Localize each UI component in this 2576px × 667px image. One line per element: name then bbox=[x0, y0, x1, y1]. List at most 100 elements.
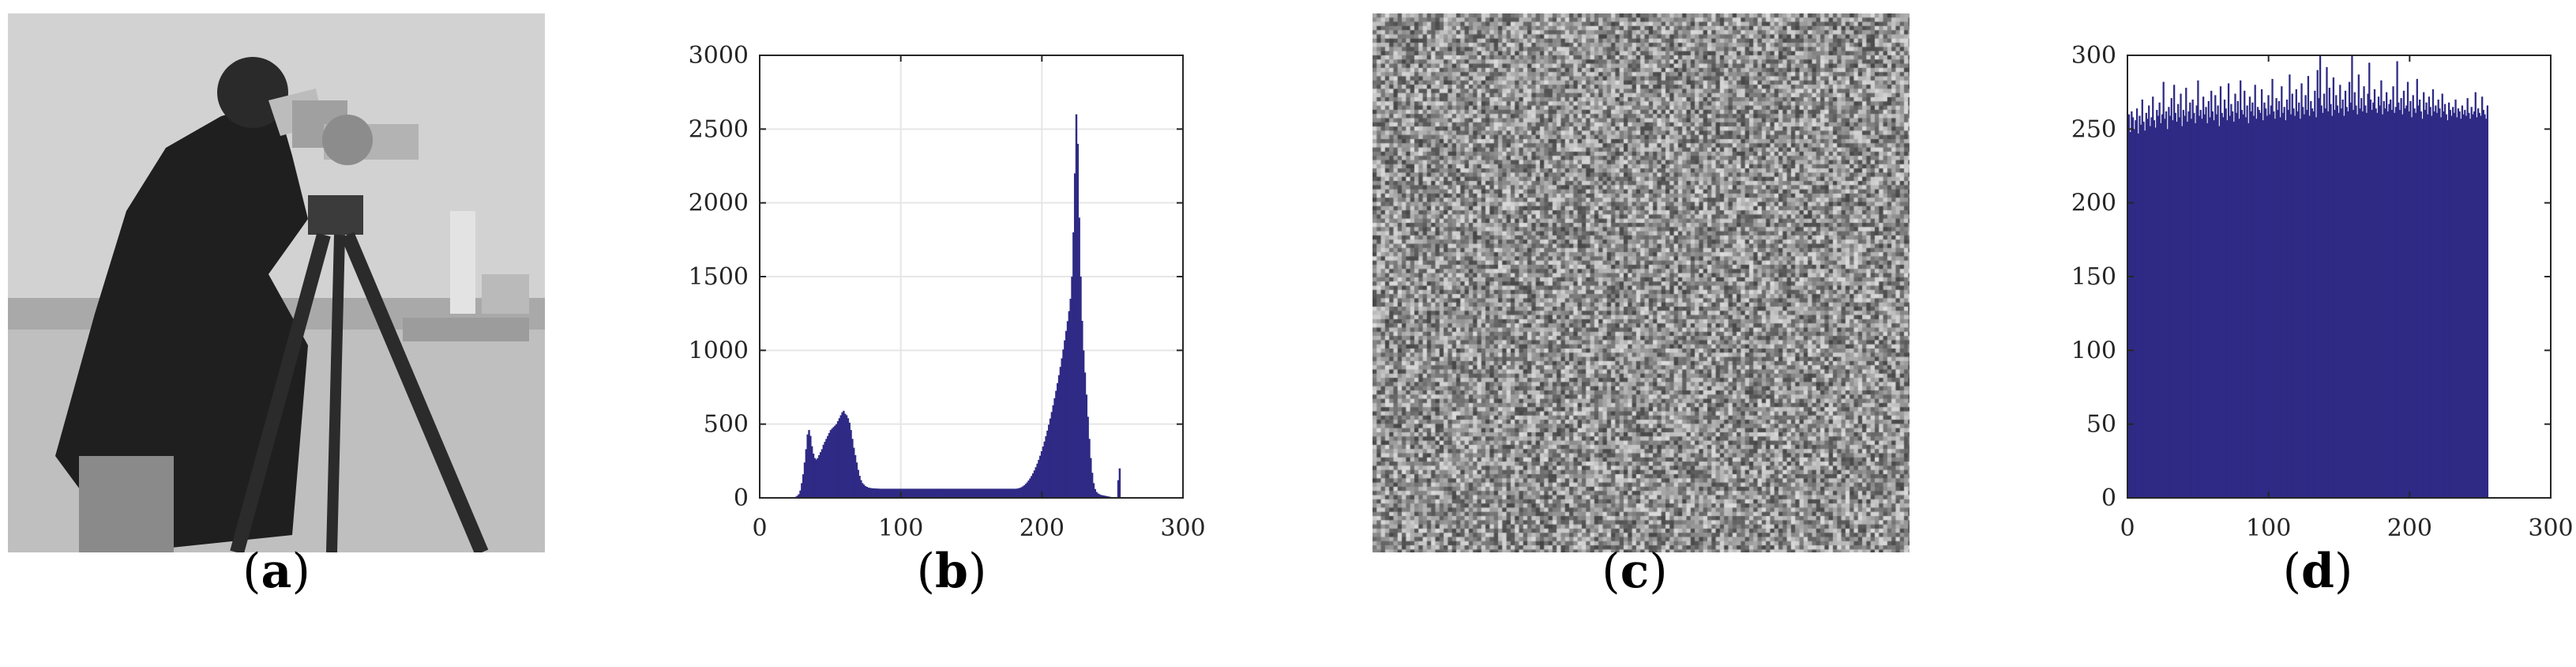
histogram-bar bbox=[2361, 111, 2364, 498]
histogram-bar bbox=[956, 488, 959, 498]
histogram-bar bbox=[2335, 95, 2338, 499]
histogram-bar bbox=[2202, 96, 2205, 499]
histogram-bar bbox=[2164, 119, 2166, 498]
histogram-bar bbox=[1073, 173, 1076, 499]
histogram-bar bbox=[2429, 107, 2431, 499]
histogram-bar bbox=[2363, 86, 2365, 498]
histogram-bar bbox=[853, 447, 855, 498]
histogram-bar bbox=[864, 486, 867, 498]
histogram-bar bbox=[2270, 105, 2273, 498]
histogram-bar bbox=[2327, 111, 2330, 498]
histogram-bar bbox=[2273, 111, 2275, 498]
histogram-bar bbox=[2279, 117, 2281, 498]
histogram-bar bbox=[2221, 112, 2223, 499]
noise-image bbox=[1372, 13, 1909, 552]
histogram-bar bbox=[1039, 455, 1042, 498]
histogram-bar bbox=[1033, 470, 1036, 498]
histogram-bar bbox=[2176, 122, 2178, 498]
histogram-bar bbox=[967, 488, 969, 498]
histogram-bar bbox=[2394, 107, 2398, 499]
histogram-bar bbox=[2398, 110, 2401, 499]
histogram-bar bbox=[2178, 117, 2181, 498]
histogram-bar bbox=[839, 415, 842, 498]
x-tick-label: 0 bbox=[2120, 514, 2135, 542]
panel-label-c: (c) bbox=[1602, 544, 1668, 599]
histogram-bar bbox=[1007, 488, 1010, 498]
histogram-bar bbox=[2364, 105, 2367, 498]
histogram-bar bbox=[2131, 111, 2133, 498]
histogram-bar bbox=[2274, 119, 2277, 498]
histogram-bar bbox=[2230, 104, 2232, 498]
histogram-bar bbox=[1059, 367, 1062, 498]
histogram-bar bbox=[972, 488, 975, 498]
histogram-bar bbox=[2368, 62, 2371, 499]
histogram-bar bbox=[2383, 100, 2385, 498]
noise-canvas bbox=[1372, 13, 1909, 552]
histogram-bar bbox=[2388, 104, 2390, 498]
histogram-bar bbox=[2168, 107, 2170, 499]
y-tick-label: 0 bbox=[734, 484, 749, 512]
panel-label-a: (a) bbox=[242, 544, 310, 599]
histogram-bar bbox=[866, 487, 868, 498]
histogram-bar bbox=[2298, 102, 2300, 498]
histogram-bar bbox=[2400, 98, 2402, 498]
histogram-bar bbox=[2431, 115, 2433, 499]
histogram-bar bbox=[2476, 108, 2480, 498]
histogram-bar bbox=[2405, 105, 2408, 498]
histogram-bar bbox=[977, 488, 979, 498]
histogram-bar bbox=[2437, 100, 2439, 498]
histogram-bar bbox=[1049, 418, 1052, 498]
histogram-chart-d: 0 100 200 300 0 50 100 150 200 250 300 bbox=[2071, 42, 2574, 542]
histogram-bar bbox=[911, 488, 913, 498]
histogram-bar bbox=[2401, 114, 2404, 498]
histogram-bar bbox=[2137, 133, 2139, 498]
histogram-bar bbox=[2283, 107, 2285, 499]
histogram-bar bbox=[2226, 120, 2229, 498]
histogram-bar bbox=[907, 488, 910, 498]
histogram-bar bbox=[2271, 78, 2274, 498]
histogram-bar bbox=[825, 439, 828, 498]
histogram-bar bbox=[1031, 473, 1035, 498]
histogram-bar bbox=[2314, 90, 2316, 499]
histogram-bar bbox=[880, 488, 883, 498]
histogram-bar bbox=[857, 469, 859, 498]
histogram-bar bbox=[2289, 114, 2292, 498]
histogram-bar bbox=[978, 488, 981, 498]
histogram-bar bbox=[918, 488, 920, 498]
histogram-bar bbox=[945, 488, 948, 498]
histogram-bar bbox=[2406, 81, 2409, 499]
histogram-bar bbox=[2338, 112, 2340, 499]
histogram-bar bbox=[878, 488, 881, 498]
histogram-bar bbox=[2195, 105, 2198, 498]
histogram-bar bbox=[2293, 115, 2296, 499]
histogram-bar bbox=[818, 454, 820, 498]
histogram-bar bbox=[2266, 115, 2268, 499]
histogram-bar bbox=[1062, 349, 1065, 498]
histogram-bar bbox=[2324, 108, 2326, 498]
histogram-bar bbox=[1090, 458, 1092, 498]
histogram-bar bbox=[2223, 100, 2226, 498]
histogram-bar bbox=[2392, 86, 2394, 498]
histogram-bar bbox=[2142, 122, 2145, 498]
histogram-bar bbox=[1019, 488, 1021, 498]
histogram-bar bbox=[2153, 120, 2156, 498]
histogram-bar bbox=[2424, 110, 2427, 499]
histogram-bar bbox=[2304, 95, 2307, 499]
histogram-bar bbox=[1003, 488, 1005, 498]
histogram-bar bbox=[2254, 85, 2256, 499]
histogram-bar bbox=[2466, 98, 2469, 498]
histogram-bar bbox=[2248, 96, 2251, 499]
histogram-bar bbox=[1068, 311, 1071, 498]
histogram-bar bbox=[876, 488, 878, 498]
histogram-bar bbox=[948, 488, 951, 498]
histogram-bar bbox=[1099, 495, 1102, 498]
histogram-bar bbox=[2425, 102, 2428, 498]
histogram-bar bbox=[998, 488, 1001, 498]
histogram-bar bbox=[2452, 107, 2454, 499]
histogram-bar bbox=[1092, 483, 1095, 498]
histogram-bar bbox=[2441, 93, 2443, 499]
histogram-bar bbox=[2236, 112, 2238, 499]
histogram-bar bbox=[2482, 110, 2484, 499]
y-tick-label: 50 bbox=[2086, 411, 2116, 439]
histogram-bar bbox=[2409, 100, 2412, 498]
